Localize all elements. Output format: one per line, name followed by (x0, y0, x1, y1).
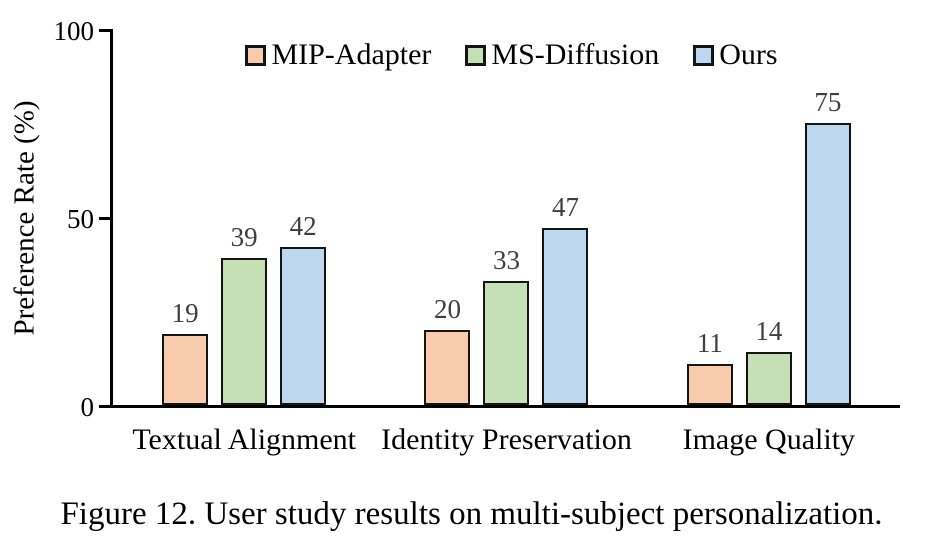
legend-label: MS-Diffusion (491, 38, 660, 71)
bar-group-textual-alignment: 19 39 42 (113, 29, 375, 405)
bar-group-image-quality: 11 14 75 (638, 29, 900, 405)
bar-with-label: 20 (424, 294, 471, 405)
bar-with-label: 19 (162, 298, 209, 405)
figure-caption: Figure 12. User study results on multi-s… (60, 496, 883, 532)
bar-mip-adapter (424, 330, 471, 405)
y-tick-mark (99, 217, 111, 220)
x-category-label: Identity Preservation (381, 423, 632, 456)
bar-with-label: 11 (686, 328, 733, 405)
y-tick-mark (99, 29, 111, 32)
x-category-label: Image Quality (682, 423, 856, 456)
legend-item-ms-diffusion: MS-Diffusion (465, 40, 659, 70)
bar-with-label: 14 (745, 316, 792, 405)
x-axis-line (110, 405, 900, 408)
bar-with-label: 33 (483, 245, 530, 405)
legend-item-ours: Ours (693, 38, 778, 71)
bar-value-label: 75 (814, 87, 842, 117)
bar-ours (280, 247, 327, 405)
bar-with-label: 75 (804, 87, 851, 405)
bar-value-label: 33 (492, 245, 520, 275)
y-tick-label: 100 (53, 16, 95, 46)
y-tick-mark (99, 405, 111, 408)
bar-ms-diffusion (221, 258, 268, 405)
bar-value-label: 11 (696, 328, 723, 358)
x-category-label: Textual Alignment (132, 423, 357, 456)
bar-value-label: 47 (551, 192, 579, 222)
x-axis-labels: Textual Alignment Identity Preservation Im… (113, 421, 900, 459)
bar-with-label: 42 (280, 211, 327, 405)
legend-swatch-icon (465, 44, 487, 66)
legend-swatch-icon (693, 44, 715, 66)
bar-value-label: 39 (230, 222, 258, 252)
y-axis-line (110, 29, 113, 408)
bar-ms-diffusion (745, 352, 792, 405)
bar-value-label: 14 (755, 316, 783, 346)
bar-mip-adapter (162, 334, 209, 405)
plot-area: 19 39 42 20 33 47 11 14 75 (113, 29, 900, 405)
y-tick-label: 50 (67, 204, 94, 234)
bar-mip-adapter (686, 364, 733, 405)
bar-value-label: 19 (171, 298, 199, 328)
bar-value-label: 42 (289, 211, 317, 241)
bar-with-label: 47 (542, 192, 589, 405)
bar-ms-diffusion (483, 281, 530, 405)
legend: MIP-Adapter MS-Diffusion Ours (113, 40, 910, 70)
bar-ours (804, 123, 851, 405)
bar-value-label: 20 (433, 294, 461, 324)
y-tick-label: 0 (80, 392, 95, 422)
legend-label: Ours (719, 38, 778, 71)
legend-swatch-icon (245, 44, 267, 66)
bar-group-identity-preservation: 20 33 47 (375, 29, 637, 405)
bar-with-label: 39 (221, 222, 268, 405)
bar-ours (542, 228, 589, 405)
legend-item-mip-adapter: MIP-Adapter (245, 40, 431, 70)
legend-label: MIP-Adapter (271, 38, 432, 71)
